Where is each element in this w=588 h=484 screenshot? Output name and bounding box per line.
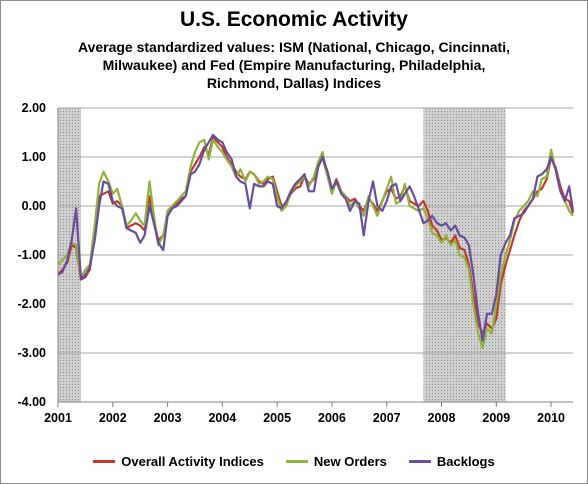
y-tick-label-6: -4.00: [18, 395, 47, 409]
y-tick-label-0: 2.00: [22, 101, 46, 115]
x-tick-label-1: 2002: [99, 411, 127, 425]
chart-title: U.S. Economic Activity: [180, 8, 408, 31]
x-tick-label-9: 2010: [537, 411, 565, 425]
series-lines: [57, 133, 575, 350]
legend-item-new-orders: New Orders: [285, 454, 387, 469]
y-tick-label-1: 1.00: [22, 150, 46, 164]
legend-swatch-new-orders: [285, 460, 308, 463]
y-tick-labels: 2.00 1.00 0.00 -1.00 -2.00 -3.00 -4.00: [18, 101, 47, 409]
legend-label-new-orders: New Orders: [313, 454, 387, 469]
y-tick-label-2: 0.00: [22, 199, 46, 213]
x-tick-label-4: 2005: [263, 411, 291, 425]
series-line-backlogs: [57, 133, 575, 342]
x-tick-label-6: 2007: [373, 411, 401, 425]
y-tick-label-5: -3.00: [18, 346, 47, 360]
legend-label-backlogs: Backlogs: [436, 454, 495, 469]
legend-item-overall: Overall Activity Indices: [93, 454, 264, 469]
chart-subtitle: Average standardized values: ISM (Nation…: [77, 39, 511, 91]
x-tick-label-0: 2001: [44, 411, 72, 425]
x-tick-label-8: 2009: [482, 411, 510, 425]
x-tick-label-3: 2004: [208, 411, 236, 425]
x-tick-labels: 2001 2002 2003 2004 2005 2006 2007 2008 2009 2010: [44, 411, 565, 425]
y-tick-label-3: -1.00: [18, 248, 47, 262]
legend-swatch-overall: [93, 460, 116, 463]
x-tick-label-2: 2003: [154, 411, 182, 425]
x-tick-label-7: 2008: [428, 411, 456, 425]
legend-swatch-backlogs: [408, 460, 431, 463]
axes: [57, 108, 573, 407]
y-tick-label-4: -2.00: [18, 297, 47, 311]
x-tick-label-5: 2006: [318, 411, 346, 425]
legend-label-overall: Overall Activity Indices: [121, 454, 264, 469]
legend: Overall Activity Indices New Orders Back…: [0, 454, 588, 469]
series-line-new-orders: [57, 138, 574, 350]
legend-item-backlogs: Backlogs: [408, 454, 495, 469]
